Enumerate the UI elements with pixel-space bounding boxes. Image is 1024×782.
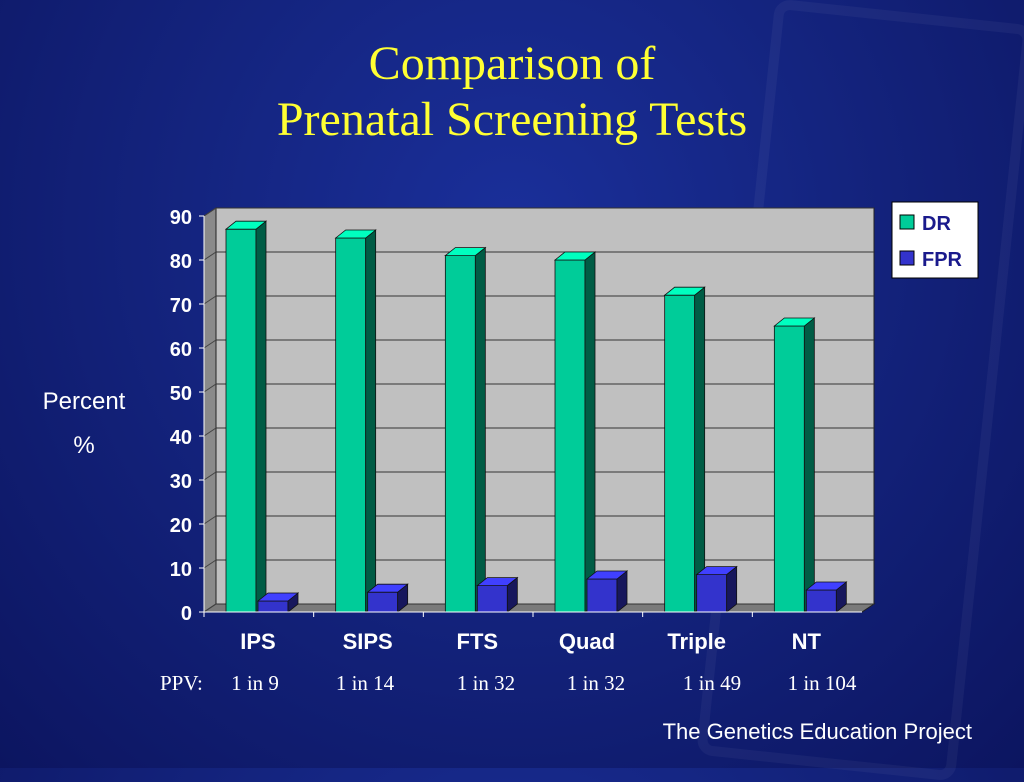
- gridline-side: [203, 295, 217, 305]
- y-tick-label: 20: [170, 515, 192, 537]
- x-tick-label-sips: SIPS: [343, 629, 393, 654]
- legend-label-dr: DR: [922, 213, 951, 235]
- ppv-value-triple: 1 in 49: [682, 671, 742, 695]
- ppv-prefix: PPV:: [160, 671, 203, 695]
- bar-fpr-triple-top: [695, 566, 738, 575]
- gridline-side: [203, 251, 217, 261]
- bar-fpr-sips-front: [367, 591, 399, 613]
- bar-dr-nt-side: [803, 317, 815, 613]
- slide-title: Comparison of Prenatal Screening Tests: [0, 36, 1024, 148]
- y-tick-label: 50: [170, 383, 192, 405]
- x-tick-label-fts: FTS: [457, 629, 499, 654]
- bar-dr-fts-side: [474, 246, 486, 613]
- bar-fpr-fts-top: [476, 577, 519, 586]
- bar-fpr-triple-front: [696, 574, 728, 613]
- title-line-2: Prenatal Screening Tests: [276, 93, 748, 146]
- plot-floor: [202, 603, 876, 613]
- gridline-side: [203, 471, 217, 481]
- gridline-side: [203, 515, 217, 525]
- x-tick-label-quad: Quad: [559, 629, 615, 654]
- y-axis-label-line-1: Percent: [42, 388, 126, 415]
- y-tick-label: 80: [170, 251, 192, 273]
- gridline-side: [203, 339, 217, 349]
- gridline-side: [203, 603, 217, 613]
- footer-credit: The Genetics Education Project: [662, 719, 972, 744]
- gridline-side: [203, 383, 217, 393]
- ppv-value-nt: 1 in 104: [787, 671, 857, 695]
- bar-fpr-fts-front: [476, 585, 508, 613]
- y-tick-label: 70: [170, 295, 192, 317]
- y-tick-label: 60: [170, 339, 192, 361]
- bar-dr-quad-top: [553, 251, 597, 261]
- bar-fpr-nt-front: [805, 589, 837, 613]
- bar-fpr-nt-top: [805, 581, 848, 591]
- bar-dr-fts-front: [444, 255, 476, 613]
- x-tick-label-triple: Triple: [667, 629, 726, 654]
- y-tick-label: 10: [170, 559, 192, 581]
- bar-dr-quad-front: [554, 259, 586, 613]
- bar-dr-nt-front: [773, 325, 805, 613]
- title-line-1: Comparison of: [368, 37, 656, 90]
- bar-dr-triple-front: [664, 294, 696, 613]
- bar-dr-ips-side: [255, 220, 267, 613]
- y-axis-label: Percent %: [36, 380, 132, 468]
- ppv-value-quad: 1 in 32: [566, 671, 626, 695]
- bar-dr-sips-side: [365, 229, 377, 613]
- bar-dr-quad-side: [584, 251, 596, 613]
- ppv-value-fts: 1 in 32: [456, 671, 516, 695]
- ppv-value-ips: 1 in 9: [231, 671, 279, 695]
- x-tick-label-ips: IPS: [240, 629, 275, 654]
- y-axis-label-line-2: %: [73, 432, 95, 459]
- bar-dr-sips-top: [334, 229, 377, 239]
- bar-dr-triple-side: [694, 286, 706, 613]
- bar-fpr-sips-top: [366, 583, 409, 593]
- y-tick-label: 0: [181, 603, 192, 625]
- bar-dr-ips-front: [225, 228, 257, 613]
- y-tick-label: 90: [170, 207, 192, 229]
- x-tick-label-nt: NT: [792, 629, 822, 654]
- y-tick-label: 30: [170, 471, 192, 493]
- bar-dr-sips-front: [335, 237, 367, 613]
- bar-dr-fts-top: [444, 247, 487, 257]
- bar-dr-ips-top: [224, 220, 268, 230]
- bar-dr-triple-top: [663, 286, 706, 296]
- y-tick-label: 40: [170, 427, 192, 449]
- gridline-side: [203, 559, 217, 569]
- gridline-side: [203, 427, 217, 437]
- bar-dr-nt-top: [773, 317, 816, 327]
- bar-fpr-quad-top: [585, 570, 629, 580]
- legend-swatch-fpr: [899, 250, 915, 266]
- bar-fpr-quad-front: [586, 578, 618, 613]
- gridline-side: [203, 207, 217, 217]
- ppv-value-sips: 1 in 14: [335, 671, 395, 695]
- plot-side-wall: [203, 207, 217, 613]
- bar-fpr-ips-front: [257, 600, 289, 613]
- legend-swatch-dr: [899, 214, 915, 230]
- legend-label-fpr: FPR: [922, 249, 963, 271]
- bar-fpr-ips-top: [256, 592, 300, 602]
